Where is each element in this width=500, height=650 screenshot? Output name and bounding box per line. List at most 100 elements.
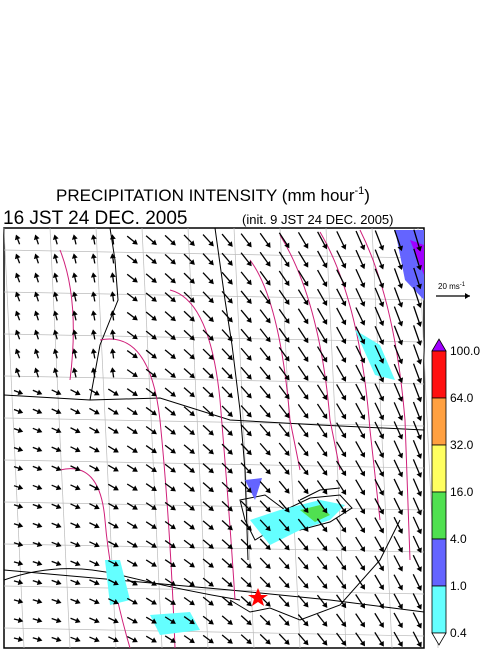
wind-arrowhead [17, 503, 24, 509]
wind-arrowhead [74, 598, 81, 605]
wind-arrowhead [265, 449, 271, 456]
wind-arrowhead [303, 582, 309, 589]
colorbar-label: 0.4 [450, 626, 467, 640]
wind-arrowhead [151, 353, 157, 359]
wind-arrowhead [416, 283, 422, 290]
wind-arrowhead [132, 637, 138, 643]
wind-arrowhead [246, 411, 252, 418]
wind-arrowhead [93, 485, 100, 491]
wind-arrowhead [416, 528, 422, 535]
wind-arrowhead [132, 580, 138, 586]
wind-arrowhead [246, 336, 252, 342]
wind-arrowhead [303, 412, 309, 419]
wind-arrowhead [227, 260, 233, 266]
wind-arrowhead [55, 579, 62, 586]
wind-arrowhead [284, 355, 290, 362]
colorbar-label: 16.0 [450, 485, 474, 499]
wind-arrowhead [341, 394, 347, 401]
wind-arrowhead [397, 565, 403, 572]
wind-arrowhead [246, 317, 252, 323]
wind-arrowhead [113, 504, 119, 510]
wind-arrowhead [208, 638, 214, 644]
wind-arrowhead [17, 484, 24, 490]
wind-arrowhead [208, 600, 214, 606]
wind-arrowhead [151, 391, 157, 397]
wind-arrowhead [284, 620, 290, 626]
wind-arrowhead [246, 600, 252, 607]
contour [359, 229, 411, 561]
grid-line [187, 227, 209, 649]
wind-arrowhead [416, 415, 422, 422]
wind-arrowhead [265, 261, 271, 267]
contour [279, 234, 341, 471]
wind-arrowhead [265, 355, 271, 362]
wind-arrowhead [151, 580, 157, 586]
contour [169, 289, 236, 601]
wind-vectors [13, 229, 422, 648]
wind-arrowhead [74, 465, 81, 472]
wind-arrowhead [151, 523, 157, 529]
wind-arrowhead [246, 298, 252, 305]
wind-arrowhead [189, 297, 195, 303]
title-superscript: -1 [355, 185, 365, 197]
wind-arrowhead [397, 283, 404, 289]
wind-arrowhead [170, 315, 176, 322]
wind-arrowhead [208, 392, 214, 398]
wind-arrowhead [322, 564, 328, 571]
wind-arrowhead [359, 395, 366, 402]
wind-arrowhead [170, 277, 176, 284]
grid-line [279, 227, 301, 649]
wind-arrowhead [322, 300, 328, 306]
wind-arrowhead [284, 299, 290, 305]
wind-arrowhead [227, 543, 233, 550]
wind-arrowhead [246, 506, 252, 512]
wind-arrowhead [227, 505, 233, 512]
wind-arrowhead [52, 329, 59, 335]
wind-arrowhead [397, 603, 403, 610]
wind-arrowhead [208, 448, 214, 455]
wind-arrowhead [14, 367, 21, 374]
wind-arrowhead [284, 261, 290, 268]
wind-arrowhead [170, 448, 176, 454]
wind-arrowhead [55, 465, 62, 472]
wind-arrowhead [93, 390, 100, 396]
wind-arrowhead [265, 374, 271, 381]
wind-arrowhead [151, 258, 157, 264]
wind-arrowhead [94, 617, 100, 624]
wind-arrowhead [189, 562, 195, 568]
wind-arrowhead [170, 334, 176, 341]
wind-arrowhead [359, 338, 366, 345]
wind-arrowhead [93, 447, 100, 453]
reference-arrowhead [465, 293, 470, 299]
wind-arrowhead [189, 372, 195, 379]
wind-arrowhead [284, 525, 290, 532]
wind-arrowhead [55, 427, 62, 434]
wind-arrowhead [284, 412, 290, 419]
wind-arrowhead [132, 618, 138, 624]
wind-arrowhead [340, 508, 347, 514]
wind-arrowhead [340, 621, 347, 628]
wind-arrowhead [151, 447, 157, 454]
wind-arrowhead [132, 352, 138, 359]
wind-arrowhead [151, 410, 157, 416]
wind-arrowhead [265, 638, 271, 645]
wind-arrowhead [132, 485, 138, 491]
wind-arrowhead [303, 318, 309, 325]
wind-arrowhead [94, 522, 100, 529]
wind-arrowhead [284, 601, 290, 608]
wind-arrowhead [284, 450, 290, 457]
wind-arrowhead [303, 469, 309, 476]
wind-arrowhead [359, 244, 366, 251]
wind-arrowhead [378, 433, 385, 440]
wind-arrowhead [303, 375, 309, 381]
wind-arrowhead [284, 544, 290, 551]
wind-arrowhead [94, 541, 100, 548]
wind-arrowhead [397, 433, 404, 440]
wind-arrowhead [170, 523, 176, 530]
wind-arrowhead [113, 485, 119, 491]
wind-arrowhead [246, 544, 252, 550]
wind-arrowhead [208, 467, 214, 474]
wind-arrowhead [71, 291, 78, 297]
wind-arrowhead [322, 451, 328, 457]
wind-arrowhead [170, 372, 176, 378]
